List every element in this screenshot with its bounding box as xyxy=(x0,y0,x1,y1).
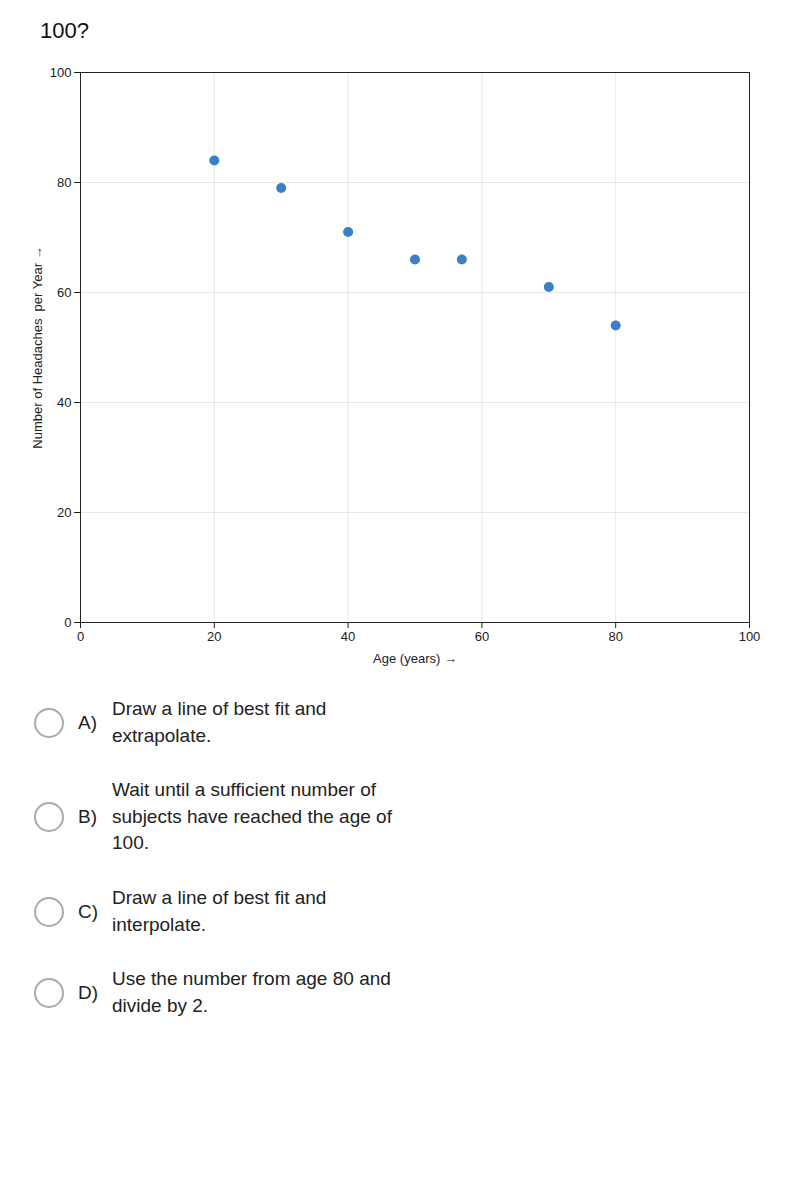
html-text:A): A) xyxy=(78,711,97,733)
svg-text:0: 0 xyxy=(64,615,71,630)
html-text:C): C) xyxy=(78,900,99,922)
svg-text:40: 40 xyxy=(341,629,355,644)
svg-text:80: 80 xyxy=(57,175,71,190)
svg-text:100: 100 xyxy=(739,629,761,644)
html-text:Use the number from age 80 and: Use the number from age 80 and divide by… xyxy=(112,968,391,1016)
svg-text:Age (years) →: Age (years) → xyxy=(373,651,457,666)
svg-text:20: 20 xyxy=(207,629,221,644)
svg-text:80: 80 xyxy=(608,629,622,644)
svg-text:Number of Headaches per Year: Number of Headaches per Year → xyxy=(30,246,45,448)
html-text:100?: 100? xyxy=(40,18,89,43)
html-text:Draw a line of best fit and ex: Draw a line of best fit and extrapolate. xyxy=(112,698,327,746)
svg-text:60: 60 xyxy=(57,285,71,300)
html-text:Draw a line of best fit and in: Draw a line of best fit and interpolate. xyxy=(112,887,327,935)
html-text:B): B) xyxy=(78,806,97,828)
svg-text:60: 60 xyxy=(475,629,489,644)
svg-text:0: 0 xyxy=(77,629,84,644)
svg-text:20: 20 xyxy=(57,505,71,520)
svg-text:100: 100 xyxy=(50,65,72,80)
html-text:Wait until a sufficient number: Wait until a sufficient number of subjec… xyxy=(112,779,392,854)
html-text:D): D) xyxy=(78,981,99,1003)
svg-text:40: 40 xyxy=(57,395,71,410)
